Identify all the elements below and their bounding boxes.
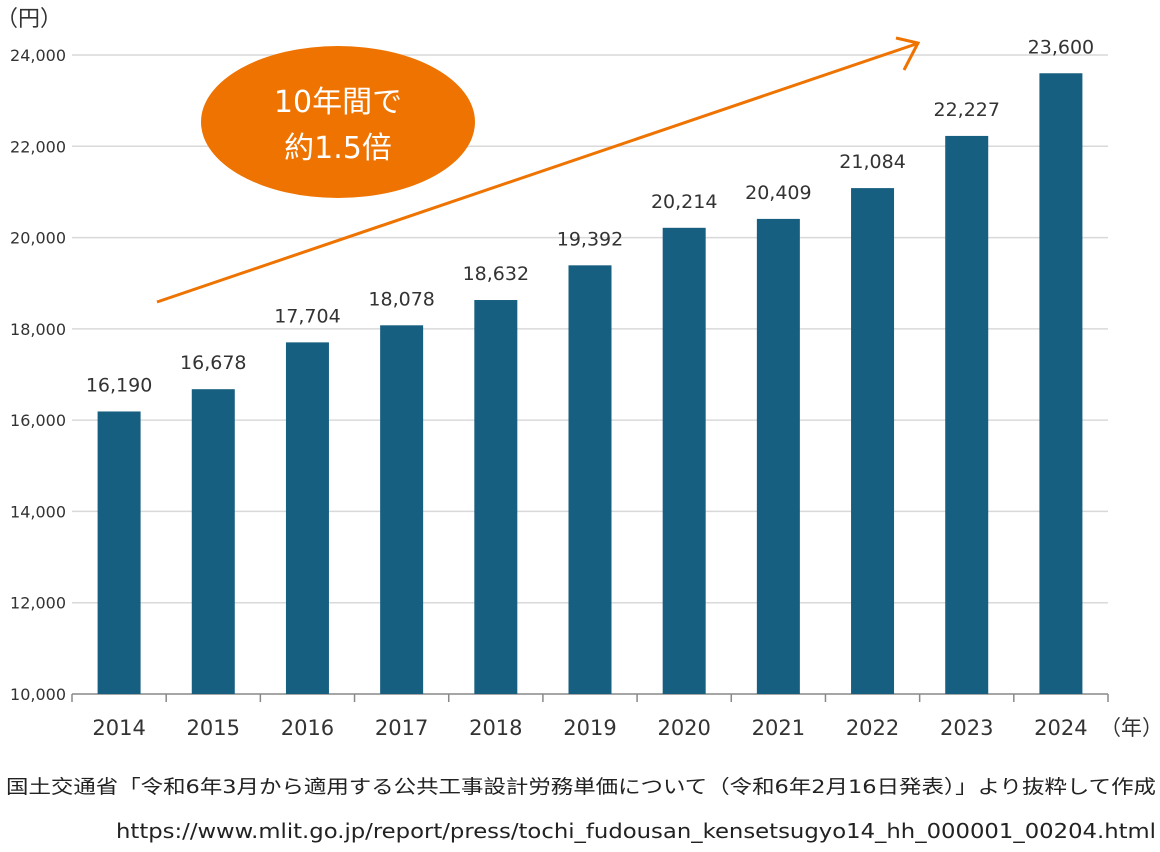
data-label: 18,632 bbox=[463, 263, 529, 285]
x-axis-unit: （年） bbox=[1100, 716, 1160, 740]
annotation-line1: 10年間で bbox=[274, 85, 402, 120]
data-label: 22,227 bbox=[933, 99, 999, 121]
y-tick-label: 12,000 bbox=[10, 594, 66, 613]
y-tick-label: 16,000 bbox=[10, 411, 66, 430]
data-label: 16,190 bbox=[86, 374, 152, 396]
y-tick-label: 18,000 bbox=[10, 320, 66, 339]
x-tick-label: 2022 bbox=[846, 716, 899, 740]
bar-2016 bbox=[285, 342, 329, 694]
x-tick-label: 2024 bbox=[1034, 716, 1087, 740]
trend-arrow bbox=[156, 42, 917, 304]
trend-arrow-head bbox=[895, 36, 921, 71]
bar-2018 bbox=[474, 300, 518, 694]
bar-2017 bbox=[380, 325, 424, 694]
x-tick-label: 2020 bbox=[657, 716, 710, 740]
bar-2015 bbox=[191, 389, 235, 694]
bar-2022 bbox=[851, 188, 895, 694]
x-tick-label: 2019 bbox=[563, 716, 616, 740]
x-tick-label: 2017 bbox=[375, 716, 428, 740]
data-label: 17,704 bbox=[274, 305, 340, 327]
source-url: https://www.mlit.go.jp/report/press/toch… bbox=[116, 819, 1156, 843]
x-tick-label: 2015 bbox=[187, 716, 240, 740]
bar-2021 bbox=[756, 218, 800, 694]
y-tick-label: 22,000 bbox=[10, 137, 66, 156]
bar-2023 bbox=[945, 135, 989, 694]
y-tick-label: 10,000 bbox=[10, 685, 66, 704]
bar-2024 bbox=[1039, 73, 1083, 694]
x-tick-label: 2021 bbox=[752, 716, 805, 740]
data-label: 20,214 bbox=[651, 191, 717, 213]
data-label: 20,409 bbox=[745, 182, 811, 204]
data-label: 16,678 bbox=[180, 352, 246, 374]
y-axis-unit: （円） bbox=[0, 7, 62, 32]
source-text: 国土交通省「令和6年3月から適用する公共工事設計労務単価について（令和6年2月1… bbox=[6, 776, 1156, 798]
data-label: 23,600 bbox=[1028, 36, 1094, 58]
x-tick-label: 2018 bbox=[469, 716, 522, 740]
x-tick-label: 2023 bbox=[940, 716, 993, 740]
annotation-bubble bbox=[201, 46, 475, 198]
annotation-line2: 約1.5倍 bbox=[284, 131, 392, 166]
y-tick-label: 24,000 bbox=[10, 46, 66, 65]
x-tick-label: 2014 bbox=[92, 716, 145, 740]
x-tick-label: 2016 bbox=[281, 716, 334, 740]
data-label: 18,078 bbox=[368, 288, 434, 310]
y-tick-label: 20,000 bbox=[10, 229, 66, 248]
bar-2014 bbox=[97, 411, 141, 694]
bar-2019 bbox=[568, 265, 612, 694]
data-label: 19,392 bbox=[557, 228, 623, 250]
y-tick-label: 14,000 bbox=[10, 502, 66, 521]
bar-2020 bbox=[662, 227, 706, 694]
data-label: 21,084 bbox=[839, 151, 905, 173]
